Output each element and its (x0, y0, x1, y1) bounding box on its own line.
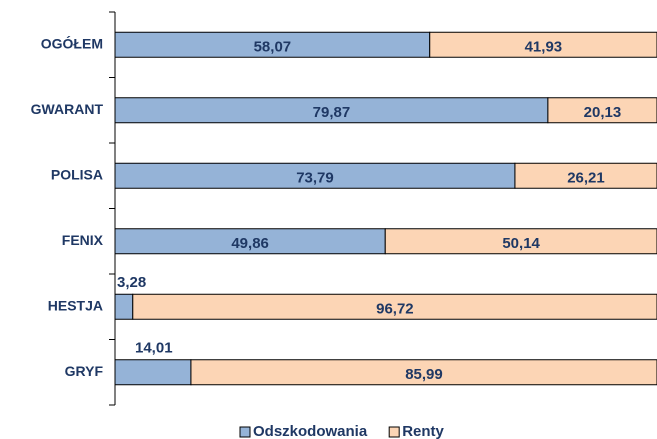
data-label: 96,72 (376, 301, 414, 318)
bar-segment (114, 359, 192, 386)
bar-segment (384, 228, 657, 255)
y-tick-label: POLISA (51, 166, 103, 182)
legend-swatch (388, 426, 400, 438)
bar-segment (114, 31, 431, 58)
data-label: 58,07 (254, 39, 292, 56)
y-tick-label: FENIX (62, 232, 104, 248)
y-tick-label: GWARANT (31, 101, 104, 117)
bar-segment (114, 293, 134, 320)
data-label: 49,86 (231, 235, 269, 252)
bar-segment (547, 97, 657, 124)
y-tick-label: HESTJA (48, 297, 103, 313)
data-label: 20,13 (584, 104, 622, 121)
bar-segment (190, 359, 657, 386)
data-label: 14,01 (135, 340, 173, 357)
y-tick-label: GRYF (65, 363, 104, 379)
y-tick-label: OGÓŁEM (41, 34, 103, 51)
data-label: 50,14 (502, 235, 540, 252)
legend-label: Renty (402, 423, 444, 439)
legend-swatch (239, 426, 251, 438)
data-label: 79,87 (313, 104, 351, 121)
data-label: 3,28 (117, 274, 146, 291)
bar-segment (429, 31, 657, 58)
bar-segment (114, 97, 549, 124)
data-label: 85,99 (405, 366, 443, 383)
bar-segment (132, 293, 657, 320)
data-label: 26,21 (567, 170, 605, 187)
data-label: 73,79 (296, 170, 334, 187)
legend-label: Odszkodowania (253, 423, 368, 439)
data-label: 41,93 (525, 39, 563, 56)
